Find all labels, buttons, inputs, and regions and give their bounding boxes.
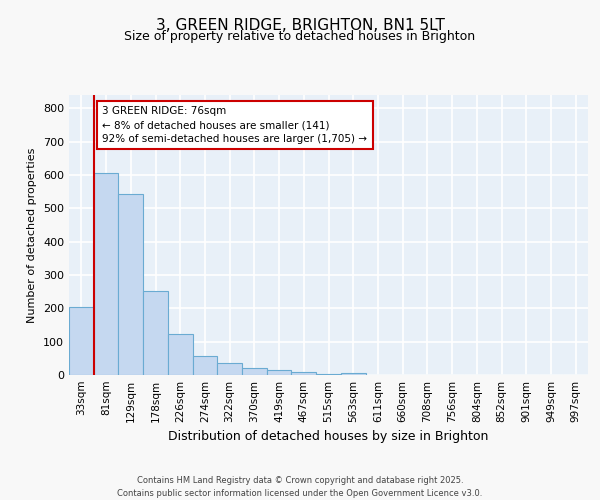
Bar — [168, 334, 193, 375]
Text: Contains HM Land Registry data © Crown copyright and database right 2025.
Contai: Contains HM Land Registry data © Crown c… — [118, 476, 482, 498]
Bar — [316, 374, 341, 375]
Text: 3, GREEN RIDGE, BRIGHTON, BN1 5LT: 3, GREEN RIDGE, BRIGHTON, BN1 5LT — [155, 18, 445, 32]
Bar — [242, 368, 267, 375]
Bar — [217, 364, 242, 375]
Bar — [143, 291, 168, 375]
Bar — [341, 374, 365, 375]
X-axis label: Distribution of detached houses by size in Brighton: Distribution of detached houses by size … — [169, 430, 488, 444]
Bar — [69, 308, 94, 375]
Bar — [94, 174, 118, 375]
Bar — [267, 370, 292, 375]
Text: Size of property relative to detached houses in Brighton: Size of property relative to detached ho… — [124, 30, 476, 43]
Text: 3 GREEN RIDGE: 76sqm
← 8% of detached houses are smaller (141)
92% of semi-detac: 3 GREEN RIDGE: 76sqm ← 8% of detached ho… — [103, 106, 367, 144]
Bar — [118, 194, 143, 375]
Bar — [193, 356, 217, 375]
Bar — [292, 372, 316, 375]
Y-axis label: Number of detached properties: Number of detached properties — [28, 148, 37, 322]
